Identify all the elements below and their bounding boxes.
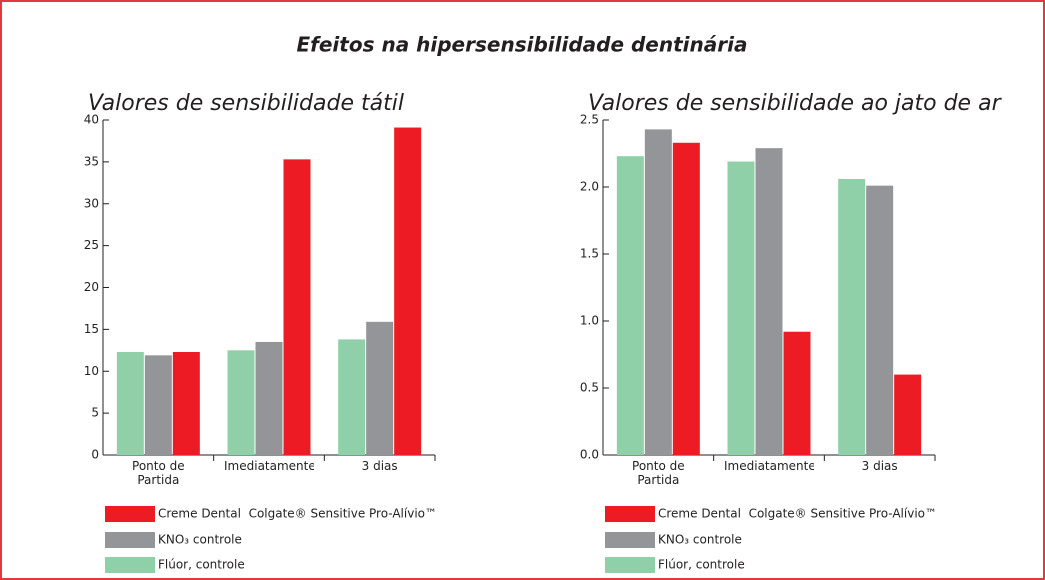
legend-swatch bbox=[105, 506, 155, 522]
bar bbox=[116, 351, 144, 455]
x-tick-label: Ponto de Partida bbox=[132, 459, 185, 487]
chart-title: Valores de sensibilidade ao jato de ar bbox=[588, 91, 1003, 116]
x-tick-label: Imediatamente bbox=[224, 459, 314, 473]
bar bbox=[366, 321, 394, 455]
x-tick-label-box: 3 dias bbox=[361, 459, 398, 473]
x-tick-label-box: Imediatamente bbox=[724, 459, 814, 473]
x-tick-label-box: Imediatamente bbox=[224, 459, 314, 473]
legend-swatch bbox=[605, 506, 655, 522]
y-tick-label: 30 bbox=[84, 196, 99, 210]
y-tick-label: 20 bbox=[84, 280, 99, 294]
legend-label: Creme Dental Colgate® Sensitive Pro-Alív… bbox=[658, 507, 937, 521]
y-tick-label: 15 bbox=[84, 322, 99, 336]
legend-label: Creme Dental Colgate® Sensitive Pro-Alív… bbox=[158, 507, 437, 521]
x-tick-label: 3 dias bbox=[861, 459, 898, 473]
y-tick-label: 1.0 bbox=[580, 314, 599, 328]
legend-swatch bbox=[605, 557, 655, 573]
bar bbox=[338, 339, 366, 455]
bar bbox=[172, 351, 200, 455]
bar bbox=[894, 374, 922, 455]
x-tick-label-box: 3 dias bbox=[861, 459, 898, 473]
y-tick-label: 2.5 bbox=[580, 113, 599, 127]
legend-label: Flúor, controle bbox=[658, 558, 745, 572]
bar bbox=[255, 341, 283, 455]
page-title: Efeitos na hipersensibilidade dentinária bbox=[297, 33, 748, 57]
y-tick-label: 35 bbox=[84, 154, 99, 168]
y-tick-label: 10 bbox=[84, 364, 99, 378]
bar bbox=[227, 350, 255, 455]
y-tick-label: 0 bbox=[91, 448, 99, 462]
bar bbox=[727, 161, 755, 456]
bar bbox=[866, 185, 894, 455]
y-tick-label: 25 bbox=[84, 238, 99, 252]
y-tick-label: 0.0 bbox=[580, 448, 599, 462]
legend-swatch bbox=[105, 557, 155, 573]
x-tick-label-box: Ponto de Partida bbox=[632, 459, 685, 487]
legend-swatch bbox=[105, 532, 155, 548]
bar bbox=[838, 178, 866, 455]
chart-title: Valores de sensibilidade tátil bbox=[88, 91, 404, 116]
x-tick-label-box: Ponto de Partida bbox=[132, 459, 185, 487]
bar bbox=[644, 129, 672, 455]
y-tick-label: 1.5 bbox=[580, 247, 599, 261]
bar bbox=[783, 331, 811, 455]
bar bbox=[755, 148, 783, 455]
legend-label: Flúor, controle bbox=[158, 558, 245, 572]
y-tick-label: 40 bbox=[84, 113, 99, 127]
x-tick-label: Imediatamente bbox=[724, 459, 814, 473]
y-tick-label: 5 bbox=[91, 406, 99, 420]
bar bbox=[616, 156, 644, 455]
legend-swatch bbox=[605, 532, 655, 548]
bar bbox=[672, 142, 700, 455]
bar bbox=[283, 159, 311, 456]
bar bbox=[394, 127, 422, 455]
legend-label: KNO₃ controle bbox=[158, 533, 242, 547]
y-tick-label: 0.5 bbox=[580, 381, 599, 395]
y-tick-label: 2.0 bbox=[580, 180, 599, 194]
x-tick-label: 3 dias bbox=[361, 459, 398, 473]
legend-label: KNO₃ controle bbox=[658, 533, 742, 547]
x-tick-label: Ponto de Partida bbox=[632, 459, 685, 487]
bar bbox=[144, 355, 172, 455]
